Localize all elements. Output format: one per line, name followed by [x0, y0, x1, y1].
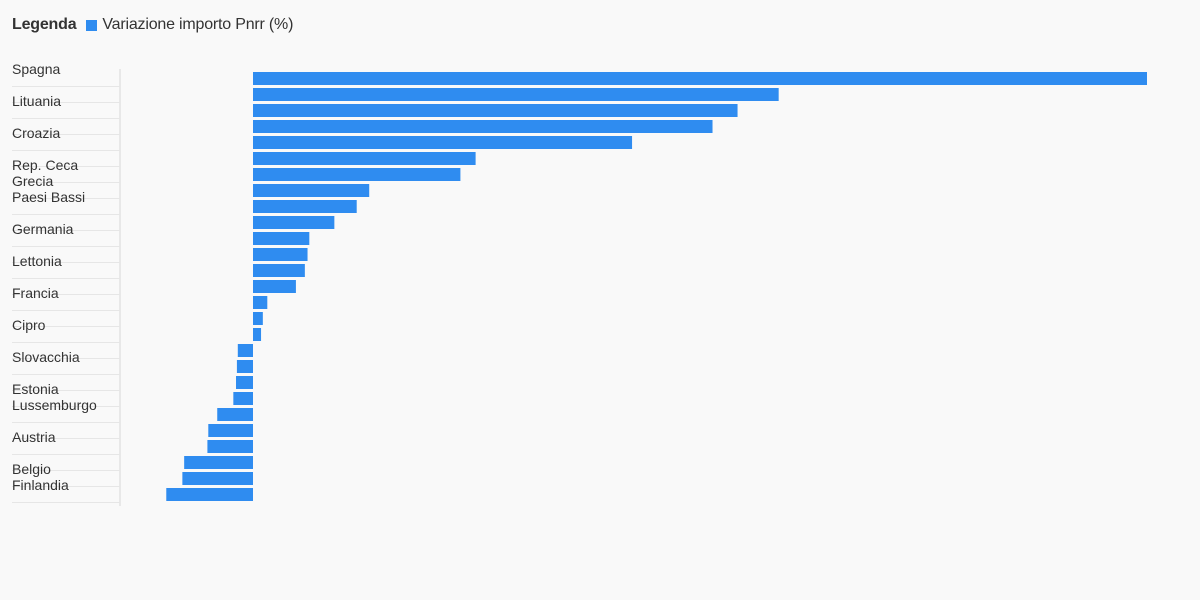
bar[interactable]	[217, 408, 253, 421]
bar[interactable]	[207, 440, 253, 453]
bar[interactable]	[253, 184, 370, 197]
legend-title: Legenda	[12, 16, 77, 33]
bar[interactable]	[233, 392, 253, 405]
bar[interactable]	[253, 72, 1147, 85]
category-label: Rep. Ceca	[12, 157, 78, 173]
category-label: Grecia	[12, 173, 53, 189]
bar[interactable]	[253, 152, 476, 165]
bar[interactable]	[236, 360, 253, 373]
category-label: Spagna	[12, 61, 60, 77]
bar[interactable]	[253, 200, 357, 213]
bar[interactable]	[237, 344, 253, 357]
bar[interactable]	[182, 472, 253, 485]
category-label: Austria	[12, 429, 56, 445]
bar[interactable]	[253, 136, 633, 149]
bar[interactable]	[184, 456, 253, 469]
bar[interactable]	[253, 104, 738, 117]
category-label: Cipro	[12, 317, 46, 333]
bar[interactable]	[253, 296, 268, 309]
legend: Legenda Variazione importo Pnrr (%)	[12, 14, 293, 36]
bar[interactable]	[166, 488, 253, 501]
category-label: Estonia	[12, 381, 59, 397]
legend-series-label: Variazione importo Pnrr (%)	[102, 16, 294, 33]
category-label: Paesi Bassi	[12, 189, 85, 205]
category-label: Slovacchia	[12, 349, 80, 365]
bar[interactable]	[253, 120, 713, 133]
bar[interactable]	[253, 328, 262, 341]
bar[interactable]	[253, 264, 305, 277]
category-label: Lituania	[12, 93, 61, 109]
bar[interactable]	[253, 232, 310, 245]
bar[interactable]	[253, 280, 296, 293]
category-label: Finlandia	[12, 477, 69, 493]
category-label: Belgio	[12, 461, 51, 477]
legend-swatch	[86, 19, 98, 31]
category-label: Lettonia	[12, 253, 62, 269]
bar[interactable]	[253, 168, 461, 181]
category-label: Croazia	[12, 125, 60, 141]
bar[interactable]	[236, 376, 253, 389]
bar[interactable]	[208, 424, 253, 437]
bar[interactable]	[253, 88, 779, 101]
category-label: Germania	[12, 221, 74, 237]
bar[interactable]	[253, 312, 263, 325]
category-label: Lussemburgo	[12, 397, 97, 413]
category-label: Francia	[12, 285, 59, 301]
bar[interactable]	[253, 216, 335, 229]
bar[interactable]	[253, 248, 308, 261]
